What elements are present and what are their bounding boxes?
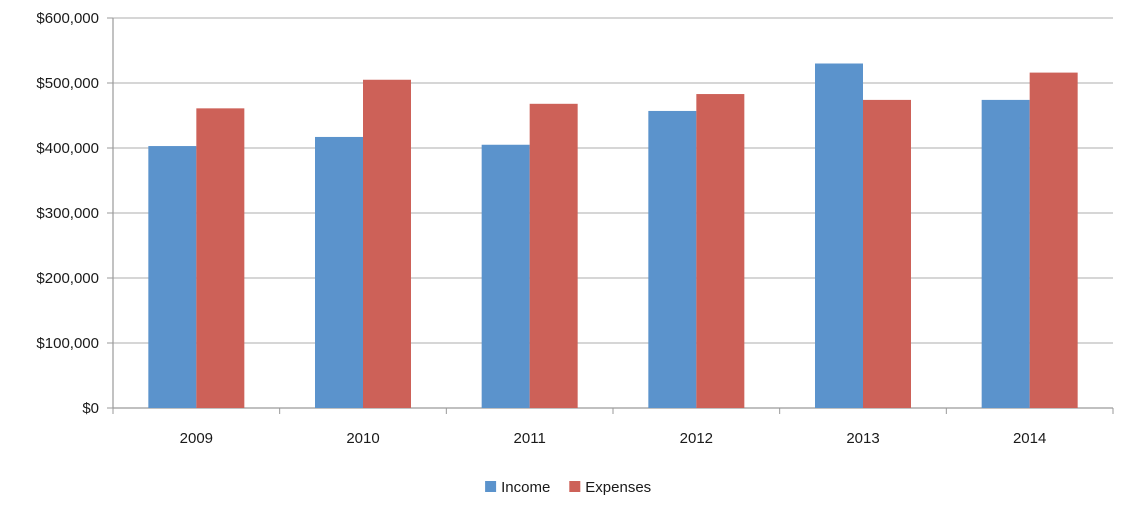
tick-labels: $0 $100,000 $200,000 $300,000 $400,000 $500,0… <box>36 10 1046 447</box>
bar-income-2010 <box>315 136 363 408</box>
y-tick-label: $500,000 <box>36 75 99 92</box>
bar-expenses-2014 <box>1029 72 1078 408</box>
bar-expenses-2013 <box>863 99 911 409</box>
x-tick-label: 2011 <box>514 430 546 447</box>
legend-swatch-expenses <box>569 481 581 492</box>
y-tick-label: $0 <box>82 400 99 417</box>
x-tick-label: 2014 <box>1013 430 1046 447</box>
bar-income-2011 <box>481 144 530 408</box>
y-tick-label: $100,000 <box>36 335 99 352</box>
x-tick-label: 2010 <box>346 430 379 447</box>
bar-income-2012 <box>648 110 697 408</box>
y-tick-label: $300,000 <box>36 205 99 222</box>
legend: Income Expenses <box>485 479 651 496</box>
x-tick-label: 2009 <box>180 430 213 447</box>
axes <box>107 17 1114 414</box>
bar-income-2014 <box>981 99 1030 409</box>
legend-label-income: Income <box>501 479 550 496</box>
bars <box>148 63 1078 409</box>
bar-income-2009 <box>148 146 197 409</box>
bar-expenses-2009 <box>196 108 245 408</box>
bar-expenses-2012 <box>696 94 745 409</box>
bar-income-2013 <box>815 63 863 408</box>
y-tick-label: $200,000 <box>36 270 99 287</box>
bar-expenses-2011 <box>529 103 578 409</box>
y-tick-label: $600,000 <box>36 10 99 27</box>
bar-expenses-2010 <box>363 79 411 408</box>
y-tick-label: $400,000 <box>36 140 99 157</box>
legend-swatch-income <box>485 481 497 492</box>
gridlines <box>113 17 1113 344</box>
legend-label-expenses: Expenses <box>585 479 651 496</box>
x-tick-label: 2013 <box>846 430 879 447</box>
x-tick-label: 2012 <box>680 430 713 447</box>
